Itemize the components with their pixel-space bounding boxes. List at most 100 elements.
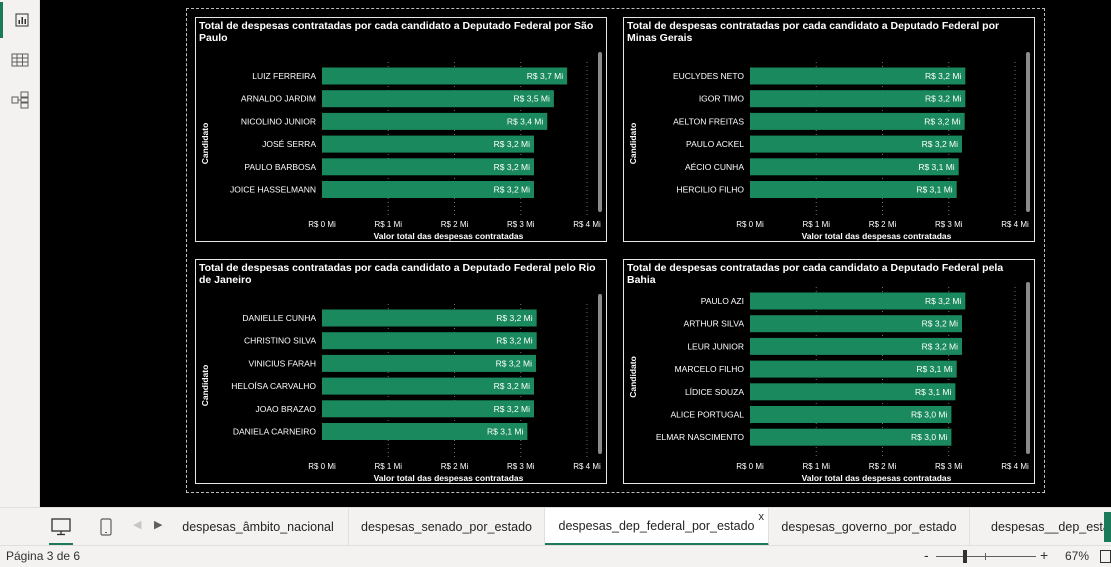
tab-despesas-senado-por-estado[interactable]: despesas_senado_por_estado bbox=[349, 508, 545, 546]
zoom-out-button[interactable]: - bbox=[924, 547, 929, 563]
chart-scrollbar[interactable] bbox=[598, 294, 602, 454]
category-label: JOSÉ SERRA bbox=[262, 139, 316, 149]
data-label: R$ 3,1 Mi bbox=[487, 427, 523, 437]
data-label: R$ 3,2 Mi bbox=[922, 319, 958, 329]
x-tick-label: R$ 0 Mi bbox=[308, 220, 336, 229]
data-label: R$ 3,1 Mi bbox=[916, 185, 952, 195]
bar bbox=[750, 181, 957, 198]
close-tab-icon[interactable]: x bbox=[758, 511, 765, 523]
x-tick-label: R$ 1 Mi bbox=[802, 462, 830, 471]
category-label: HERCILIO FILHO bbox=[676, 185, 744, 195]
chart-scrollbar[interactable] bbox=[1026, 282, 1030, 454]
tab-despesas-governo-por-estado[interactable]: despesas_governo_por_estado bbox=[769, 508, 970, 546]
status-bar: Página 3 de 6 - + 67% bbox=[0, 545, 1111, 567]
x-tick-label: R$ 1 Mi bbox=[802, 220, 830, 229]
chart-sao-paulo[interactable]: Total de despesas contratadas por cada c… bbox=[195, 17, 607, 242]
data-label: R$ 3,2 Mi bbox=[496, 313, 532, 323]
mobile-layout-button[interactable] bbox=[91, 512, 121, 542]
x-tick-label: R$ 0 Mi bbox=[308, 462, 336, 471]
zoom-slider-tick bbox=[985, 553, 986, 560]
category-label: IGOR TIMO bbox=[699, 94, 745, 104]
category-label: NICOLINO JUNIOR bbox=[241, 116, 316, 126]
chart-plot: R$ 0 Mi R$ 1 Mi R$ 2 Mi R$ 3 Mi R$ 4 Mi EUCLY… bbox=[628, 62, 1029, 241]
bar bbox=[322, 158, 534, 176]
data-label: R$ 3,4 Mi bbox=[507, 116, 543, 126]
bar bbox=[322, 67, 568, 85]
data-view-button[interactable] bbox=[0, 42, 40, 78]
bar bbox=[322, 112, 548, 130]
phone-icon bbox=[100, 518, 112, 536]
tab-despesas-dep-estadual[interactable]: despesas__dep_estad bbox=[970, 508, 1111, 546]
data-label: R$ 3,1 Mi bbox=[915, 387, 951, 397]
data-label: R$ 3,5 Mi bbox=[514, 94, 550, 104]
bar bbox=[322, 354, 536, 372]
chart-scrollbar[interactable] bbox=[1026, 52, 1030, 212]
data-label: R$ 3,0 Mi bbox=[911, 410, 947, 420]
data-label: R$ 3,2 Mi bbox=[494, 404, 530, 414]
monitor-icon bbox=[51, 518, 71, 536]
bar bbox=[750, 360, 957, 378]
zoom-slider-track[interactable] bbox=[936, 556, 1036, 557]
chart-title: Total de despesas contratadas por cada c… bbox=[627, 262, 1004, 286]
category-label: VINICIUS FARAH bbox=[248, 358, 316, 368]
x-tick-label: R$ 3 Mi bbox=[935, 462, 963, 471]
tab-despesas-ambito-nacional[interactable]: despesas_âmbito_nacional bbox=[168, 508, 349, 546]
x-tick-label: R$ 4 Mi bbox=[573, 462, 601, 471]
fit-to-page-icon[interactable] bbox=[1100, 550, 1111, 563]
x-tick-label: R$ 2 Mi bbox=[441, 462, 469, 471]
model-view-button[interactable] bbox=[0, 82, 40, 118]
chart-title: Total de despesas contratadas por cada c… bbox=[627, 20, 1000, 44]
data-label: R$ 3,2 Mi bbox=[494, 139, 530, 149]
bar bbox=[750, 337, 962, 355]
category-label: DANIELLE CUNHA bbox=[242, 313, 316, 323]
data-label: R$ 3,7 Mi bbox=[527, 71, 563, 81]
data-label: R$ 3,2 Mi bbox=[496, 358, 532, 368]
y-axis-title: Candidato bbox=[628, 356, 638, 398]
zoom-value: 67% bbox=[1065, 549, 1090, 563]
category-label: AÉCIO CUNHA bbox=[685, 162, 744, 172]
chart-scrollbar[interactable] bbox=[598, 52, 602, 212]
data-label: R$ 3,2 Mi bbox=[922, 341, 958, 351]
page-indicator: Página 3 de 6 bbox=[6, 549, 81, 563]
x-axis-title: Valor total das despesas contratadas bbox=[802, 473, 952, 483]
chart-rio-de-janeiro[interactable]: Total de despesas contratadas por cada c… bbox=[195, 259, 607, 484]
zoom-in-button[interactable]: + bbox=[1040, 547, 1049, 563]
chart-bahia[interactable]: Total de despesas contratadas por cada c… bbox=[623, 259, 1035, 484]
zoom-slider-thumb[interactable] bbox=[963, 550, 967, 563]
category-label: PAULO BARBOSA bbox=[244, 162, 316, 172]
y-axis-title: Candidato bbox=[200, 365, 210, 407]
category-label: CHRISTINO SILVA bbox=[244, 336, 316, 346]
category-label: PAULO AZI bbox=[701, 296, 744, 306]
x-tick-label: R$ 3 Mi bbox=[507, 462, 535, 471]
x-tick-label: R$ 3 Mi bbox=[935, 220, 963, 229]
desktop-layout-button[interactable] bbox=[46, 512, 76, 546]
category-label: ELMAR NASCIMENTO bbox=[656, 432, 745, 442]
model-icon bbox=[11, 91, 29, 109]
category-label: AELTON FREITAS bbox=[673, 116, 744, 126]
report-page: Total de despesas contratadas por cada c… bbox=[186, 8, 1045, 493]
bar bbox=[322, 90, 554, 108]
category-label: LUIZ FERREIRA bbox=[252, 71, 316, 81]
x-tick-label: R$ 1 Mi bbox=[374, 220, 402, 229]
bar bbox=[750, 428, 952, 446]
category-label: JOICE HASSELMANN bbox=[230, 185, 316, 195]
chart-plot: R$ 0 Mi R$ 1 Mi R$ 2 Mi R$ 3 Mi R$ 4 Mi LUIZ … bbox=[200, 62, 601, 241]
bar bbox=[750, 383, 956, 401]
bar-chart-icon bbox=[15, 13, 28, 27]
report-view-button[interactable] bbox=[0, 2, 40, 38]
tab-despesas-dep-federal-por-estado[interactable]: despesas_dep_federal_por_estado x bbox=[545, 508, 769, 546]
add-page-button[interactable] bbox=[1104, 512, 1111, 542]
category-label: PAULO ACKEL bbox=[686, 139, 744, 149]
next-page-arrow-icon[interactable]: ▶ bbox=[154, 519, 163, 531]
x-tick-label: R$ 0 Mi bbox=[736, 462, 764, 471]
bar bbox=[750, 292, 966, 310]
x-tick-label: R$ 4 Mi bbox=[1001, 220, 1029, 229]
category-label: JOAO BRAZAO bbox=[256, 404, 317, 414]
bar bbox=[750, 67, 966, 85]
x-tick-label: R$ 2 Mi bbox=[869, 462, 897, 471]
chart-minas-gerais[interactable]: Total de despesas contratadas por cada c… bbox=[623, 17, 1035, 242]
y-axis-title: Candidato bbox=[628, 123, 638, 165]
x-axis-title: Valor total das despesas contratadas bbox=[374, 473, 524, 483]
prev-page-arrow-icon[interactable]: ◀ bbox=[133, 519, 142, 531]
category-label: LÍDICE SOUZA bbox=[685, 387, 744, 397]
